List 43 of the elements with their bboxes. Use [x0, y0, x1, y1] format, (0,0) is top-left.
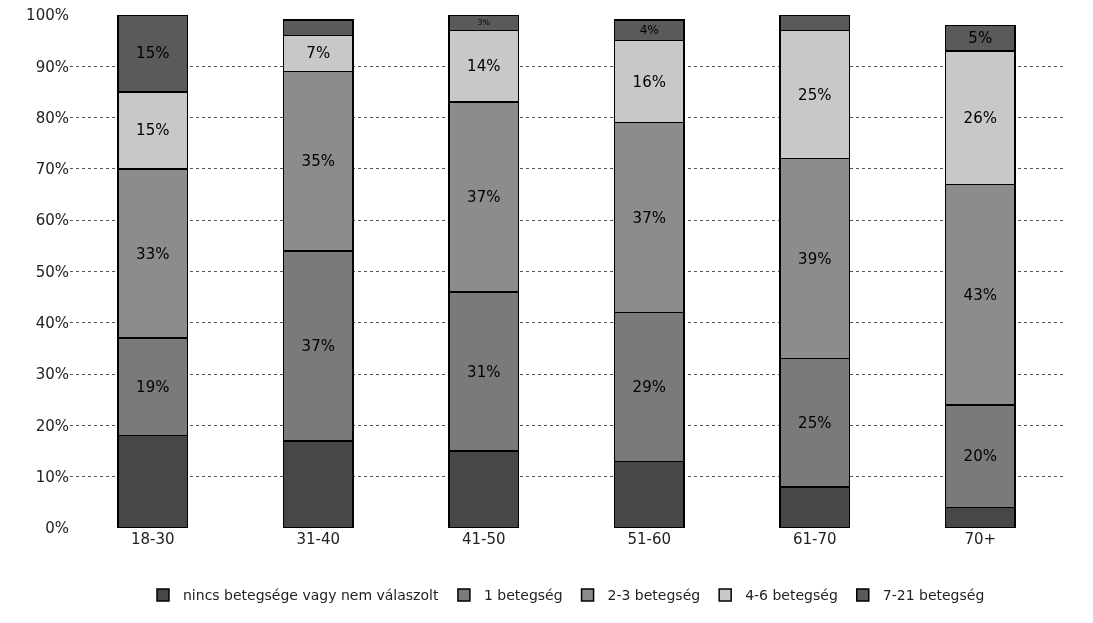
y-tick-label: 20%: [35, 416, 69, 435]
data-label: 26%: [963, 108, 997, 127]
legend-label: 2-3 betegség: [607, 587, 701, 604]
legend-label: 4-6 betegség: [745, 587, 838, 604]
data-label: 20%: [963, 447, 997, 466]
y-tick-label: 0%: [45, 519, 69, 538]
y-tick-label: 30%: [35, 365, 69, 384]
data-label: 25%: [798, 413, 832, 432]
y-tick-label: 40%: [35, 314, 69, 333]
x-tick-label: 31-40: [296, 530, 341, 548]
data-label: 43%: [963, 285, 997, 304]
data-label: 15%: [136, 121, 170, 140]
data-label: 39%: [798, 249, 832, 268]
y-tick-label: 90%: [35, 57, 69, 76]
x-tick-label: 18-30: [130, 530, 175, 548]
data-label: 37%: [632, 208, 666, 227]
legend-label: nincs betegsége vagy nem válaszolt: [183, 587, 439, 604]
data-label: 35%: [301, 152, 335, 171]
x-tick-label: 51-60: [627, 530, 672, 548]
data-label: 31%: [467, 362, 501, 381]
y-tick-label: 70%: [35, 160, 69, 179]
y-tick-label: 50%: [35, 262, 69, 281]
x-tick-label: 70+: [964, 530, 997, 548]
data-label: 37%: [301, 336, 335, 355]
data-label: 16%: [632, 72, 666, 91]
y-tick-label: 80%: [35, 108, 69, 127]
data-label: 7%: [306, 44, 331, 63]
data-label: 4%: [639, 23, 659, 38]
x-tick-label: 61-70: [792, 530, 837, 548]
data-label: 5%: [968, 29, 993, 48]
data-label: 33%: [136, 244, 170, 263]
data-label: 14%: [467, 57, 501, 76]
legend-label: 1 betegség: [483, 587, 563, 604]
y-tick-label: 100%: [26, 6, 69, 25]
y-tick-label: 60%: [35, 211, 69, 230]
legend-label: 7-21 betegség: [882, 587, 985, 604]
data-label: 19%: [136, 377, 170, 396]
data-label: 37%: [467, 188, 501, 207]
data-label: 15%: [136, 44, 170, 63]
data-label: 25%: [798, 85, 832, 104]
y-tick-label: 10%: [35, 467, 69, 486]
x-tick-label: 41-50: [461, 530, 506, 548]
data-label: 29%: [632, 377, 666, 396]
